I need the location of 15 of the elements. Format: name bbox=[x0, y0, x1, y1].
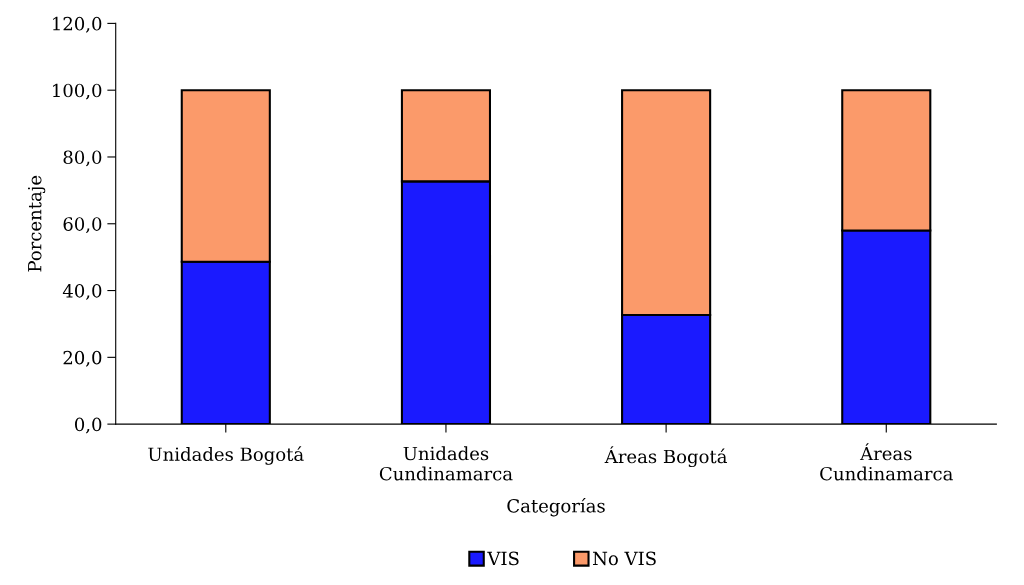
x-tick-label: Unidades Cundinamarca bbox=[379, 446, 513, 481]
y-tick-label: 60,0 bbox=[63, 217, 102, 234]
y-tick-label: 0,0 bbox=[74, 417, 102, 434]
y-tick-label: 100,0 bbox=[53, 83, 102, 100]
y-tick-label: 120,0 bbox=[53, 16, 102, 33]
x-tick-label: Unidades Bogotá bbox=[148, 446, 304, 465]
y-tick-label: 80,0 bbox=[63, 150, 102, 167]
y-tick-label: 40,0 bbox=[62, 284, 102, 300]
legend-label: No VIS bbox=[593, 551, 656, 566]
y-axis-title: Porcentaje bbox=[27, 175, 46, 272]
legend-label: VIS bbox=[487, 551, 519, 566]
x-tick-label: Áreas Bogotá bbox=[604, 446, 727, 468]
x-axis-title: Categorías bbox=[507, 497, 605, 517]
y-tick-label: 20,0 bbox=[63, 350, 102, 367]
x-tick-label: Áreas Cundinamarca bbox=[820, 443, 953, 481]
